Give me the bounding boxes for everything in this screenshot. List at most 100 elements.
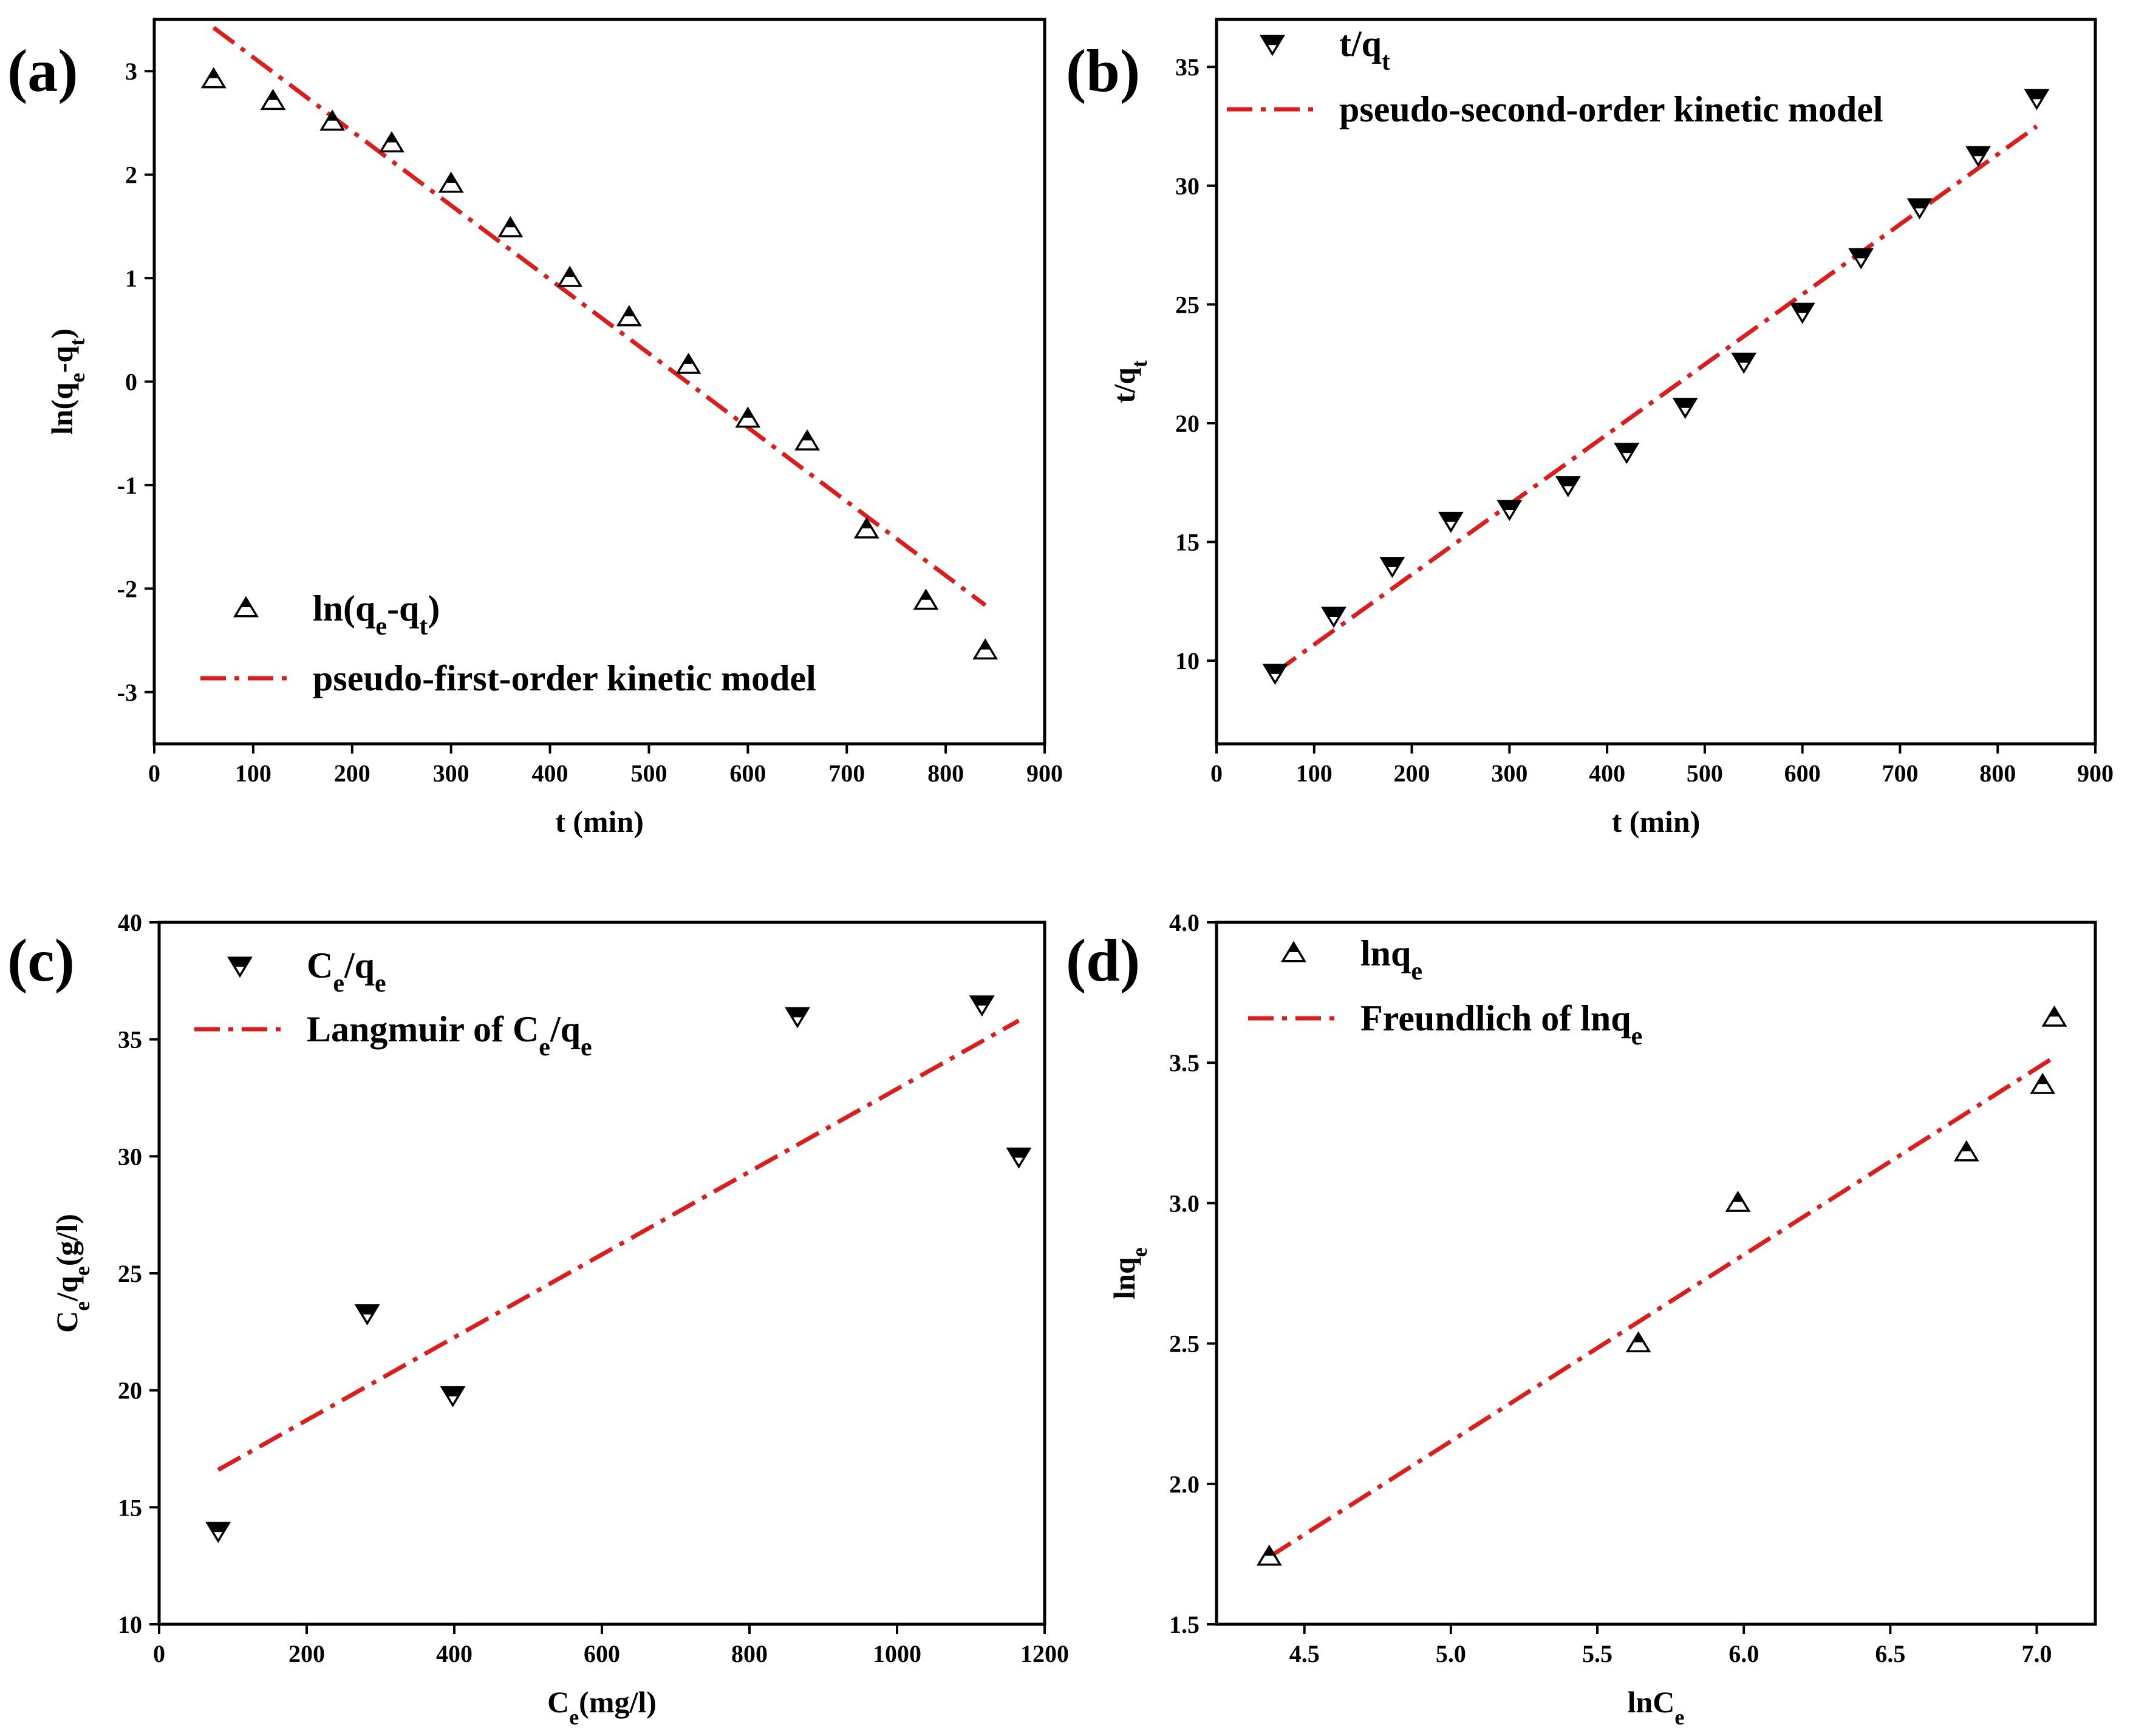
plot-frame-d [1215, 921, 2097, 1626]
x-tick-label-d: 7.0 [2022, 1640, 2052, 1667]
data-point-a [200, 67, 227, 89]
fit-line-d [1268, 1055, 2056, 1559]
data-point-d [1256, 1544, 1282, 1566]
fit-line-c [217, 1018, 1020, 1472]
panel-c: 0 200 400 600 800 1000 1200 10 15 20 25 30 35 40 Ce(mg… [7, 909, 1069, 1729]
x-tick-label-a: 500 [630, 760, 667, 787]
data-point-a [378, 131, 404, 153]
y-tick-label-c: 25 [118, 1260, 142, 1287]
x-tick-label-b: 700 [1882, 760, 1918, 787]
y-tick-label-d: 2.0 [1169, 1471, 1200, 1498]
x-tick-label-a: 200 [334, 760, 370, 787]
x-axis-title-d: lnCe [1628, 1685, 1685, 1729]
legend-d: lnqe Freundlich of lnqe [1248, 933, 1642, 1050]
data-point-b [1965, 146, 1991, 168]
data-point-c [785, 1007, 810, 1029]
data-point-a [794, 429, 821, 451]
x-axis-title-c: Ce(mg/l) [547, 1685, 657, 1729]
x-tick-label-c: 800 [731, 1640, 768, 1667]
x-tick-label-b: 100 [1296, 760, 1333, 787]
y-axis-title-b: t/qt [1107, 360, 1152, 403]
y-axis-title-d: lnqe [1107, 1247, 1152, 1299]
y-tick-label-a: 3 [125, 58, 137, 85]
y-tick-label-d: 3.0 [1169, 1190, 1200, 1217]
data-point-b [1497, 500, 1523, 522]
y-tick-label-c: 40 [118, 909, 142, 936]
data-point-c [205, 1522, 231, 1544]
y-tick-label-a: 0 [125, 369, 137, 396]
data-point-a [735, 406, 761, 428]
y-tick-label-a: -3 [117, 679, 137, 706]
x-tick-label-b: 900 [2077, 760, 2114, 787]
x-tick-label-c: 0 [153, 1640, 165, 1667]
x-tick-label-b: 400 [1589, 760, 1625, 787]
y-tick-label-d: 2.5 [1169, 1330, 1200, 1358]
data-point-a [438, 171, 464, 193]
x-tick-label-b: 0 [1210, 760, 1223, 787]
data-point-b [1555, 476, 1581, 498]
data-point-c [354, 1304, 380, 1326]
y-tick-label-d: 4.0 [1169, 909, 1200, 936]
data-point-d [1625, 1331, 1651, 1353]
legend-label-a: ln(qe-qt) [313, 588, 440, 641]
legend-c: Ce/qe Langmuir of Ce/qe [194, 945, 592, 1061]
data-point-c [1006, 1147, 1032, 1169]
y-axis-title-a: ln(qe-qt) [45, 328, 89, 435]
data-point-b [1262, 664, 1288, 686]
data-point-a [557, 265, 583, 287]
data-point-b [1906, 198, 1933, 220]
x-tick-label-c: 1200 [1020, 1640, 1069, 1667]
data-point-a [675, 352, 701, 374]
data-point-d [1725, 1190, 1751, 1212]
plot-frame-c [157, 921, 1046, 1626]
y-tick-label-c: 10 [118, 1611, 142, 1638]
x-tick-label-a: 0 [148, 760, 160, 787]
panel-b: 0 100 200 300 400 500 600 700 800 900 10 15 20 25 30 35… [1066, 18, 2114, 839]
data-point-b [1320, 607, 1346, 628]
y-axis-title-c: Ce/qe(g/l) [50, 1214, 94, 1333]
panel-label-c: (c) [7, 927, 75, 994]
data-point-a [319, 109, 346, 131]
data-point-a [913, 588, 939, 610]
panel-a: 0 100 200 300 400 500 600 700 800 900 -3 -2 -1 0 1 2 3 t … [7, 18, 1063, 839]
panel-d: 4.5 5.0 5.5 6.0 6.5 7.0 1.5 2.0 2.5 3.0 3.5 4.0 lnCe… [1066, 909, 2097, 1729]
legend-a: ln(qe-qt) pseudo-first-order kinetic mode… [200, 588, 816, 698]
legend-label-a: pseudo-first-order kinetic model [313, 658, 816, 698]
y-tick-label-d: 1.5 [1169, 1611, 1200, 1638]
legend-marker-a [233, 596, 259, 618]
data-point-d [1953, 1140, 1979, 1162]
y-tick-label-a: -2 [117, 575, 137, 602]
legend-label-d: Freundlich of lnqe [1360, 998, 1642, 1050]
plot-frame-b [1215, 18, 2097, 746]
x-axis-title-b: t (min) [1612, 805, 1701, 839]
legend-label-d: lnqe [1360, 933, 1422, 985]
legend-marker-c [227, 956, 253, 978]
panel-label-d: (d) [1066, 927, 1140, 994]
data-point-b [1789, 302, 1815, 324]
x-tick-label-b: 500 [1687, 760, 1723, 787]
y-tick-label-a: 1 [125, 265, 137, 292]
data-point-a [497, 216, 524, 237]
data-point-d [2030, 1072, 2056, 1094]
x-tick-label-c: 400 [436, 1640, 473, 1667]
y-tick-label-a: 2 [125, 162, 137, 189]
y-tick-label-b: 30 [1175, 172, 1200, 200]
panel-label-a: (a) [7, 37, 78, 104]
data-point-b [1379, 557, 1405, 579]
data-point-b [1848, 248, 1874, 270]
data-point-c [440, 1386, 466, 1408]
y-tick-label-b: 20 [1175, 410, 1200, 437]
x-tick-label-d: 6.5 [1875, 1640, 1905, 1667]
data-point-b [1672, 398, 1698, 419]
data-point-b [1614, 443, 1640, 465]
fit-line-a [212, 26, 987, 607]
fit-line-b [1274, 124, 2038, 675]
x-tick-label-b: 300 [1491, 760, 1527, 787]
y-tick-label-d: 3.5 [1169, 1049, 1200, 1077]
x-tick-label-a: 600 [729, 760, 766, 787]
legend-label-b: t/qt [1339, 24, 1390, 76]
x-tick-label-a: 900 [1026, 760, 1063, 787]
legend-label-c: Langmuir of Ce/qe [307, 1009, 592, 1061]
x-tick-label-d: 6.0 [1729, 1640, 1759, 1667]
